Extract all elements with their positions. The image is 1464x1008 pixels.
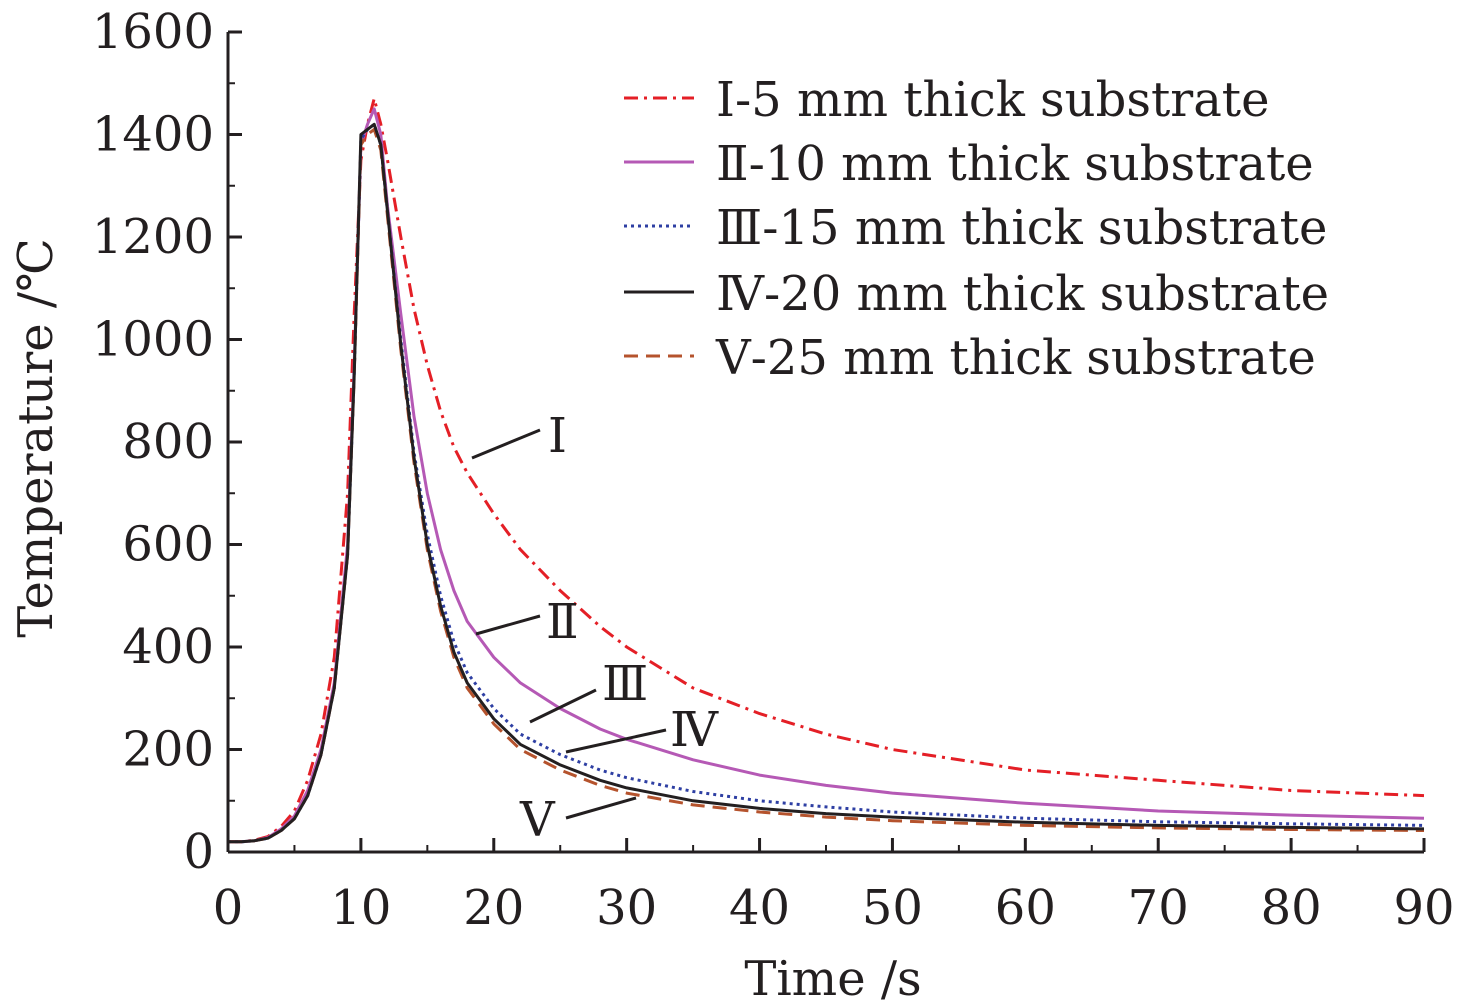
y-tick-label: 600 (122, 517, 214, 573)
y-tick-label: 800 (122, 414, 214, 470)
y-tick-label: 1400 (92, 107, 214, 163)
legend: Ⅰ-5 mm thick substrate Ⅱ-10 mm thick subs… (624, 72, 1329, 386)
y-axis-title: Temperature /℃ (8, 238, 64, 638)
curve-callout-label: Ⅳ (670, 702, 719, 758)
series-line-1 (228, 97, 1425, 844)
legend-label-5: Ⅴ-25 mm thick substrate (715, 330, 1316, 386)
y-tick-label: 1000 (92, 312, 214, 368)
series-line-2 (228, 107, 1425, 844)
curve-callout-label: Ⅴ (519, 792, 556, 848)
curve-callout-line (565, 796, 637, 820)
curve-callout-line (475, 614, 541, 636)
x-tick-label: 0 (213, 880, 244, 936)
curve-callout-label: Ⅱ (546, 594, 579, 650)
x-tick-label: 30 (596, 880, 657, 936)
x-tick-label: 70 (1128, 880, 1189, 936)
legend-label-4: Ⅳ-20 mm thick substrate (716, 266, 1329, 322)
x-tick-label: 60 (995, 880, 1056, 936)
x-tick-label: 80 (1261, 880, 1322, 936)
legend-label-3: Ⅲ-15 mm thick substrate (716, 200, 1327, 256)
curve-callout-line (471, 428, 541, 460)
legend-label-2: Ⅱ-10 mm thick substrate (716, 136, 1314, 192)
x-tick-label: 90 (1393, 880, 1454, 936)
x-tick-label: 20 (463, 880, 524, 936)
axes: 0 200 400 600 800 1000 1200 1400 1600 0 10 20 30 40 50… (92, 4, 1455, 936)
y-tick-label: 200 (122, 722, 214, 778)
curve-callout-label: Ⅲ (602, 656, 648, 712)
y-tick-label: 1600 (92, 4, 214, 60)
series-line-4 (228, 122, 1425, 844)
x-tick-label: 50 (862, 880, 923, 936)
curve-callout-label: Ⅰ (548, 408, 567, 464)
y-tick-label: 400 (122, 619, 214, 675)
curve-callout-line (565, 728, 667, 754)
x-tick-label: 40 (729, 880, 790, 936)
x-tick-label: 10 (330, 880, 391, 936)
curve-callout-line (529, 688, 597, 724)
legend-label-1: Ⅰ-5 mm thick substrate (716, 72, 1270, 128)
x-axis-title: Time /s (744, 951, 921, 1007)
y-tick-label: 0 (183, 824, 214, 880)
y-tick-label: 1200 (92, 209, 214, 265)
